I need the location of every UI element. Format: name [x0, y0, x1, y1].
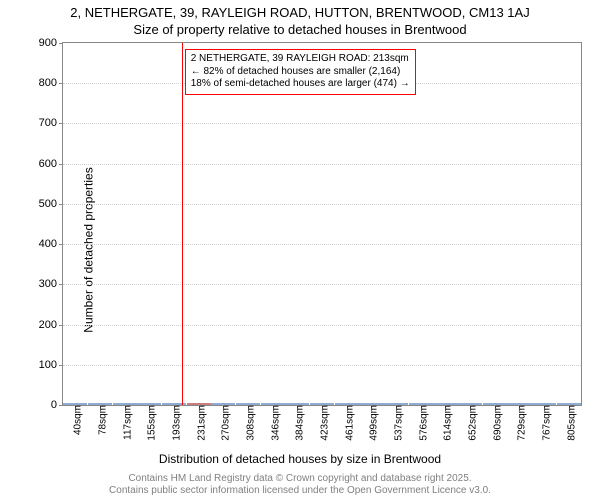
- x-tick-label: 193sqm: [166, 405, 183, 441]
- chart-footer: Contains HM Land Registry data © Crown c…: [0, 473, 600, 497]
- y-tick-mark: [59, 284, 63, 285]
- bar-slot: 576sqm: [408, 403, 433, 405]
- x-tick-label: 117sqm: [116, 405, 133, 440]
- gridline: [63, 123, 581, 124]
- y-tick-mark: [59, 164, 63, 165]
- bar-slot: 384sqm: [285, 403, 310, 405]
- x-tick-label: 270sqm: [215, 405, 232, 441]
- bar-slot: 690sqm: [482, 403, 507, 405]
- y-tick-mark: [59, 244, 63, 245]
- x-axis-label: Distribution of detached houses by size …: [0, 452, 600, 466]
- bar-slot: 805sqm: [556, 403, 581, 405]
- bar-slot: 193sqm: [162, 403, 187, 405]
- gridline: [63, 365, 581, 366]
- gridline: [63, 325, 581, 326]
- x-tick-label: 537sqm: [388, 405, 405, 441]
- x-tick-label: 499sqm: [363, 405, 380, 441]
- callout-line: ← 82% of detached houses are smaller (2,…: [191, 66, 410, 79]
- y-tick-mark: [59, 325, 63, 326]
- x-tick-label: 308sqm: [240, 405, 257, 441]
- bar-slot: 614sqm: [433, 403, 458, 405]
- chart-title-line-2: Size of property relative to detached ho…: [0, 22, 600, 37]
- x-tick-label: 652sqm: [462, 405, 479, 441]
- bars-layer: 40sqm78sqm117sqm155sqm193sqm231sqm270sqm…: [63, 43, 581, 405]
- callout-line: 2 NETHERGATE, 39 RAYLEIGH ROAD: 213sqm: [191, 53, 410, 66]
- gridline: [63, 164, 581, 165]
- gridline: [63, 204, 581, 205]
- bar-slot: 537sqm: [384, 403, 409, 405]
- bar-slot: 270sqm: [211, 403, 236, 405]
- bar-slot: 40sqm: [63, 403, 88, 405]
- x-tick-label: 346sqm: [264, 405, 281, 441]
- bar-slot: 423sqm: [310, 403, 335, 405]
- bar-slot: 346sqm: [260, 403, 285, 405]
- x-tick-label: 78sqm: [92, 405, 109, 435]
- y-tick-mark: [59, 123, 63, 124]
- x-tick-label: 384sqm: [289, 405, 306, 441]
- chart-container: 2, NETHERGATE, 39, RAYLEIGH ROAD, HUTTON…: [0, 0, 600, 500]
- footer-line-1: Contains HM Land Registry data © Crown c…: [0, 473, 600, 485]
- x-tick-label: 40sqm: [67, 405, 84, 435]
- y-tick-mark: [59, 43, 63, 44]
- bar-slot: 231sqm: [186, 403, 211, 405]
- x-tick-label: 155sqm: [141, 405, 158, 441]
- x-tick-label: 729sqm: [511, 405, 528, 441]
- x-tick-label: 614sqm: [437, 405, 454, 441]
- gridline: [63, 284, 581, 285]
- plot-area: 40sqm78sqm117sqm155sqm193sqm231sqm270sqm…: [62, 42, 582, 406]
- x-tick-label: 767sqm: [536, 405, 553, 441]
- chart-title-line-1: 2, NETHERGATE, 39, RAYLEIGH ROAD, HUTTON…: [0, 5, 600, 20]
- y-tick-mark: [59, 83, 63, 84]
- y-tick-mark: [59, 204, 63, 205]
- bar-slot: 461sqm: [334, 403, 359, 405]
- bar-slot: 729sqm: [507, 403, 532, 405]
- x-tick-label: 690sqm: [486, 405, 503, 441]
- bar-slot: 117sqm: [112, 403, 137, 405]
- gridline: [63, 244, 581, 245]
- callout-line: 18% of semi-detached houses are larger (…: [191, 78, 410, 91]
- y-tick-mark: [59, 405, 63, 406]
- bar-slot: 308sqm: [236, 403, 261, 405]
- y-tick-mark: [59, 365, 63, 366]
- bar-slot: 767sqm: [532, 403, 557, 405]
- x-tick-label: 423sqm: [314, 405, 331, 441]
- bar-slot: 78sqm: [88, 403, 113, 405]
- x-tick-label: 576sqm: [412, 405, 429, 441]
- callout-box: 2 NETHERGATE, 39 RAYLEIGH ROAD: 213sqm← …: [185, 49, 416, 95]
- bar-slot: 652sqm: [458, 403, 483, 405]
- footer-line-2: Contains public sector information licen…: [0, 485, 600, 497]
- x-tick-label: 231sqm: [190, 405, 207, 441]
- bar-slot: 499sqm: [359, 403, 384, 405]
- x-tick-label: 805sqm: [560, 405, 577, 441]
- bar-slot: 155sqm: [137, 403, 162, 405]
- reference-vline: [182, 43, 183, 405]
- x-tick-label: 461sqm: [338, 405, 355, 441]
